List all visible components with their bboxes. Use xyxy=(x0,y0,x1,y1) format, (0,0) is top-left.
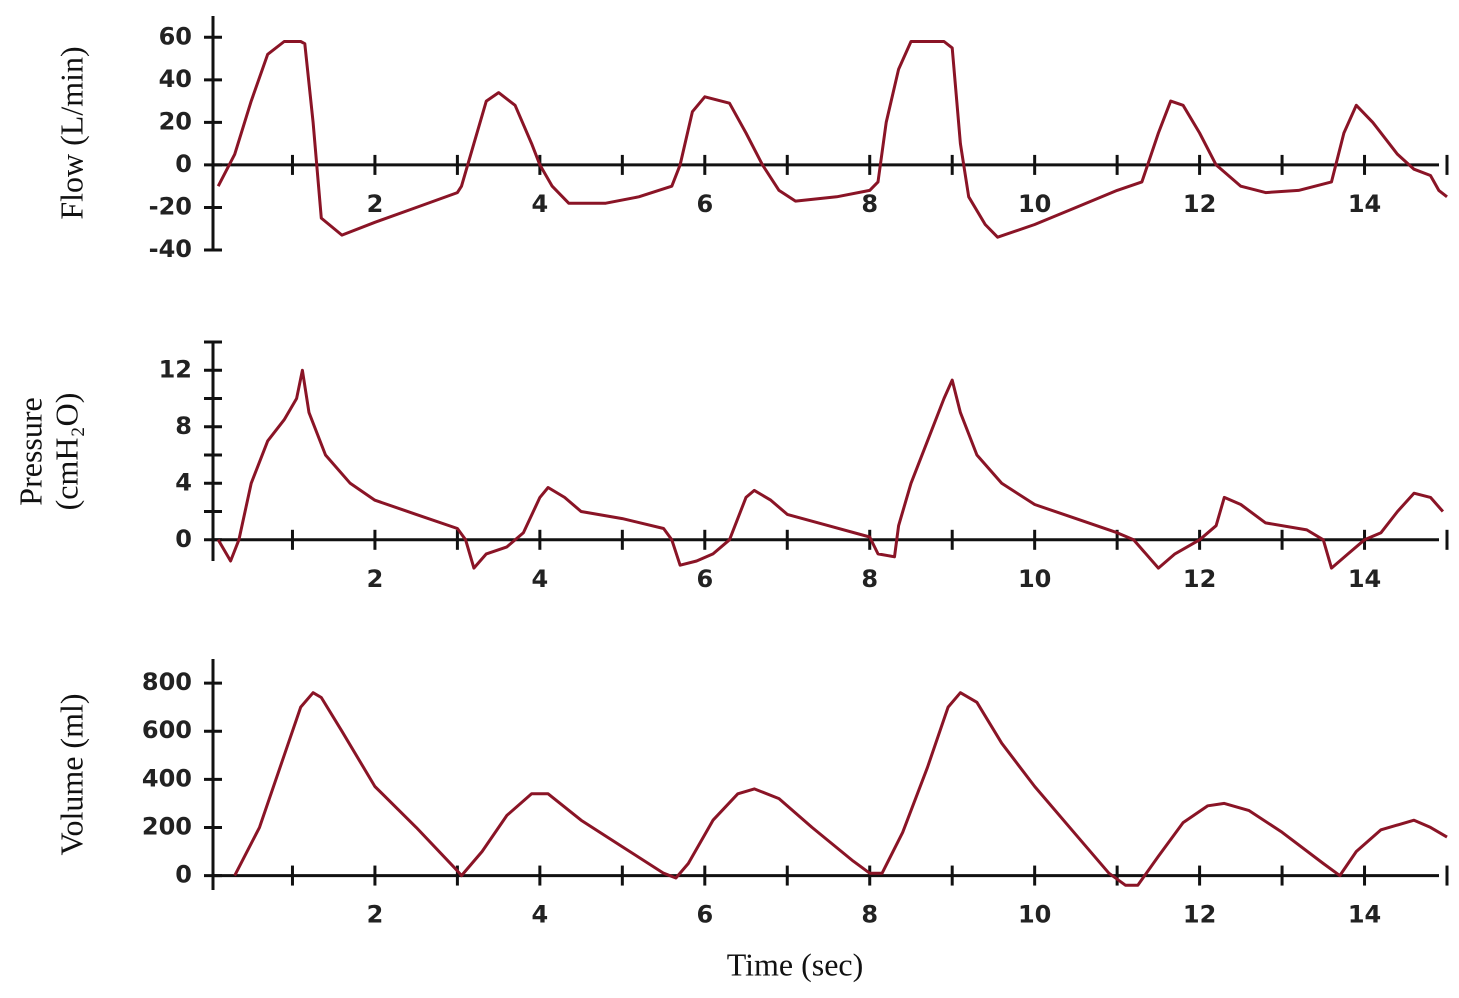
x-tick-label: 2 xyxy=(367,901,384,929)
x-tick-label: 10 xyxy=(1018,565,1051,593)
y-tick-label: 800 xyxy=(142,668,192,696)
x-tick-label: 4 xyxy=(532,565,549,593)
y-tick-label: 200 xyxy=(142,812,192,840)
y-axis-label: Pressure xyxy=(12,397,48,505)
x-tick-label: 14 xyxy=(1348,901,1381,929)
x-tick-label: 12 xyxy=(1183,901,1216,929)
y-tick-label: 0 xyxy=(175,150,192,178)
data-line xyxy=(216,368,1445,570)
x-tick-label: 2 xyxy=(367,565,384,593)
y-tick-label: 40 xyxy=(159,65,192,93)
x-tick-label: 8 xyxy=(861,565,878,593)
x-tick-label: 8 xyxy=(861,901,878,929)
x-tick-label: 10 xyxy=(1018,901,1051,929)
y-tick-label: -40 xyxy=(149,235,192,263)
y-tick-label: -20 xyxy=(149,192,192,220)
y-axis-label: Flow (L/min) xyxy=(53,46,89,219)
x-tick-label: 14 xyxy=(1348,565,1381,593)
y-axis-label: (cmH₂O) xyxy=(48,393,84,511)
y-tick-label: 60 xyxy=(159,22,192,50)
y-axis-label: Volume (ml) xyxy=(53,693,89,855)
data-line xyxy=(233,691,1448,887)
y-tick-label: 8 xyxy=(175,412,192,440)
x-tick-label: 6 xyxy=(696,901,713,929)
x-tick-label: 8 xyxy=(861,190,878,218)
y-tick-label: 600 xyxy=(142,716,192,744)
y-tick-label: 20 xyxy=(159,107,192,135)
x-tick-label: 2 xyxy=(367,190,384,218)
y-tick-label: 12 xyxy=(159,355,192,383)
x-axis-label: Time (sec) xyxy=(727,946,864,982)
x-tick-label: 14 xyxy=(1348,190,1381,218)
x-tick-label: 10 xyxy=(1018,190,1051,218)
x-tick-label: 6 xyxy=(696,565,713,593)
y-tick-label: 0 xyxy=(175,861,192,889)
x-tick-label: 4 xyxy=(532,901,549,929)
y-tick-label: 400 xyxy=(142,764,192,792)
y-tick-label: 4 xyxy=(175,468,192,496)
x-tick-label: 12 xyxy=(1183,565,1216,593)
x-tick-label: 6 xyxy=(696,190,713,218)
y-tick-label: 0 xyxy=(175,525,192,553)
data-line xyxy=(216,40,1448,239)
x-tick-label: 4 xyxy=(532,190,549,218)
x-tick-label: 12 xyxy=(1183,190,1216,218)
